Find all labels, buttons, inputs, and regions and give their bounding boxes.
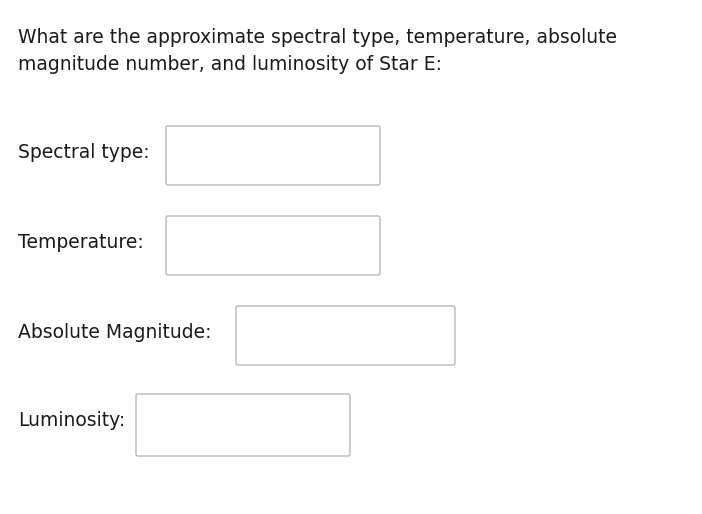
- Text: Absolute Magnitude:: Absolute Magnitude:: [18, 322, 211, 341]
- Text: Luminosity:: Luminosity:: [18, 411, 125, 430]
- FancyBboxPatch shape: [136, 394, 350, 456]
- FancyBboxPatch shape: [166, 126, 380, 185]
- Text: What are the approximate spectral type, temperature, absolute: What are the approximate spectral type, …: [18, 28, 617, 47]
- Text: magnitude number, and luminosity of Star E:: magnitude number, and luminosity of Star…: [18, 55, 442, 74]
- Text: Temperature:: Temperature:: [18, 232, 144, 251]
- FancyBboxPatch shape: [166, 216, 380, 275]
- Text: Spectral type:: Spectral type:: [18, 142, 150, 161]
- FancyBboxPatch shape: [236, 306, 455, 365]
